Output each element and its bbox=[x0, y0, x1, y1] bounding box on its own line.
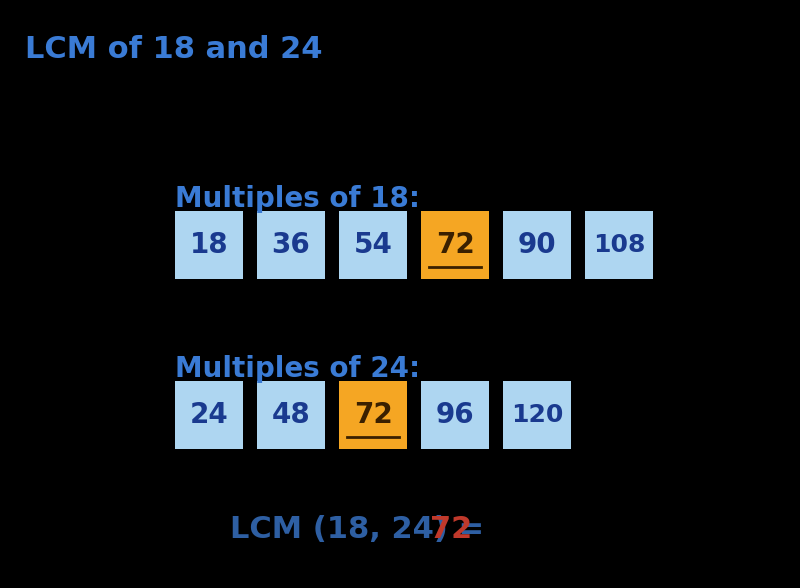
Text: Multiples of 24:: Multiples of 24: bbox=[175, 355, 420, 383]
Text: 54: 54 bbox=[354, 231, 393, 259]
Text: LCM (18, 24) =: LCM (18, 24) = bbox=[230, 516, 494, 544]
Text: LCM of 18 and 24: LCM of 18 and 24 bbox=[25, 35, 322, 64]
FancyBboxPatch shape bbox=[585, 211, 653, 279]
FancyBboxPatch shape bbox=[503, 211, 571, 279]
FancyBboxPatch shape bbox=[421, 211, 489, 279]
FancyBboxPatch shape bbox=[257, 211, 325, 279]
Text: Multiples of 18:: Multiples of 18: bbox=[175, 185, 420, 213]
FancyBboxPatch shape bbox=[257, 381, 325, 449]
FancyBboxPatch shape bbox=[339, 211, 407, 279]
Text: 18: 18 bbox=[190, 231, 228, 259]
Text: 48: 48 bbox=[272, 401, 310, 429]
FancyBboxPatch shape bbox=[421, 381, 489, 449]
Text: 72: 72 bbox=[354, 401, 392, 429]
Text: 120: 120 bbox=[511, 403, 563, 427]
FancyBboxPatch shape bbox=[503, 381, 571, 449]
Text: 90: 90 bbox=[518, 231, 556, 259]
FancyBboxPatch shape bbox=[175, 211, 243, 279]
Text: 96: 96 bbox=[436, 401, 474, 429]
Text: 72: 72 bbox=[430, 516, 472, 544]
FancyBboxPatch shape bbox=[339, 381, 407, 449]
Text: 72: 72 bbox=[436, 231, 474, 259]
FancyBboxPatch shape bbox=[175, 381, 243, 449]
Text: 24: 24 bbox=[190, 401, 228, 429]
Text: 108: 108 bbox=[593, 233, 645, 257]
Text: 36: 36 bbox=[272, 231, 310, 259]
